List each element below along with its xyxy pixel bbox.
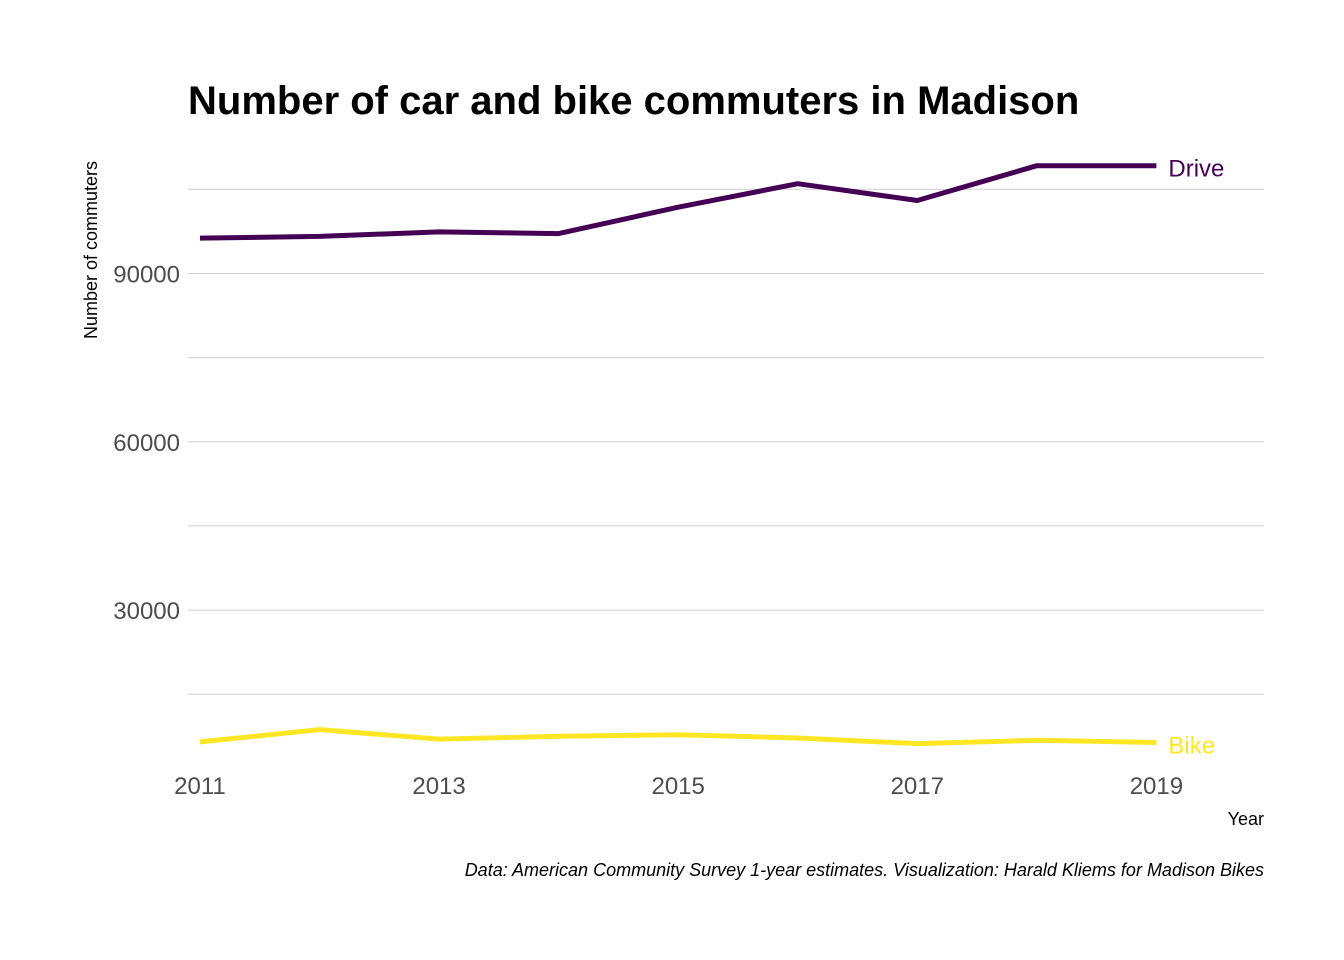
y-axis-ticks: 30000 60000 90000	[113, 261, 180, 625]
y-axis-title: Number of commuters	[81, 161, 101, 339]
y-tick-label: 30000	[113, 598, 180, 625]
series-line-drive	[199, 163, 1157, 241]
y-tick-label: 90000	[113, 261, 180, 288]
chart-title: Number of car and bike commuters in Madi…	[188, 79, 1079, 123]
x-tick-label: 2011	[174, 773, 226, 800]
x-axis-title: Year	[1228, 809, 1264, 829]
series-line-bike	[199, 727, 1157, 747]
grid-lines	[188, 188, 1264, 695]
x-tick-label: 2015	[651, 773, 704, 800]
x-tick-label: 2017	[891, 773, 944, 800]
x-tick-label: 2019	[1130, 773, 1183, 800]
series-lines	[199, 163, 1157, 747]
series-label-drive: Drive	[1168, 156, 1224, 183]
x-tick-label: 2013	[412, 773, 465, 800]
y-tick-label: 60000	[113, 430, 180, 457]
x-axis-ticks: 2011 2013 2015 2017 2019	[174, 773, 1183, 800]
series-labels: Drive Bike	[1168, 156, 1224, 760]
series-label-bike: Bike	[1168, 733, 1215, 760]
chart-caption: Data: American Community Survey 1-year e…	[465, 860, 1264, 880]
